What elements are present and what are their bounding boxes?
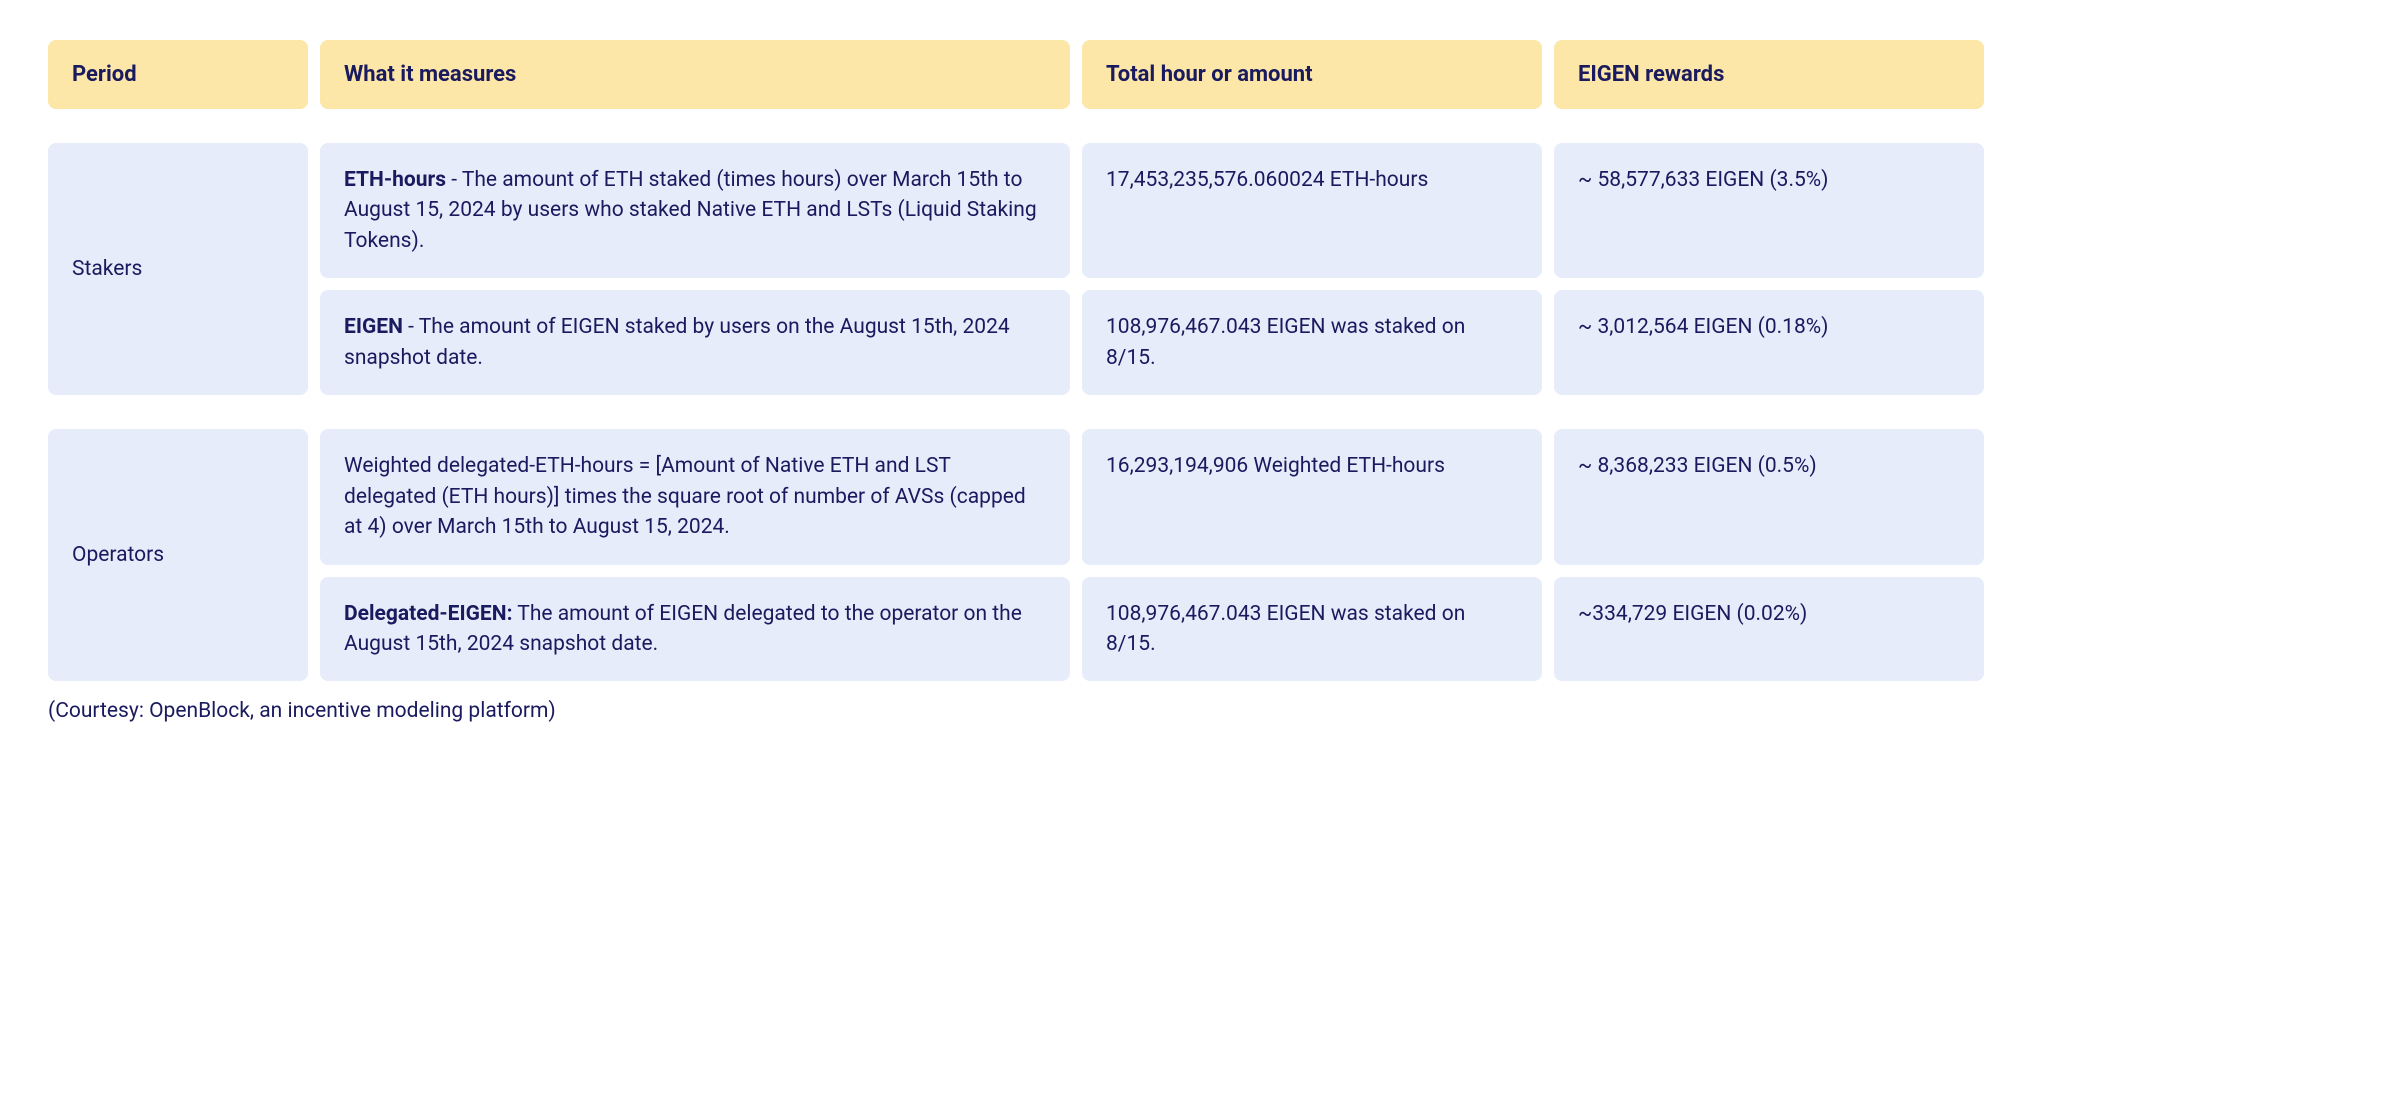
col-header-period: Period [48,40,308,109]
table-cell: ~ 3,012,564 EIGEN (0.18%) [1554,290,1984,395]
operators-total-col: 16,293,194,906 Weighted ETH-hours 108,97… [1082,429,1542,681]
period-label-stakers: Stakers [48,143,308,395]
measure-term: ETH-hours [344,168,446,192]
row-spacer [48,407,1984,417]
measure-term: Delegated-EIGEN: [344,602,512,626]
table-cell: 108,976,467.043 EIGEN was staked on 8/15… [1082,577,1542,682]
operators-rewards-col: ~ 8,368,233 EIGEN (0.5%) ~334,729 EIGEN … [1554,429,1984,681]
table-cell: ~ 8,368,233 EIGEN (0.5%) [1554,429,1984,564]
table-cell: ETH-hours - The amount of ETH staked (ti… [320,143,1070,278]
measure-desc: Weighted delegated-ETH-hours = [Amount o… [344,454,1026,539]
operators-measures-col: Weighted delegated-ETH-hours = [Amount o… [320,429,1070,681]
stakers-total-col: 17,453,235,576.060024 ETH-hours 108,976,… [1082,143,1542,395]
table-container: Period What it measures Total hour or am… [0,0,2400,753]
table-cell: Delegated-EIGEN: The amount of EIGEN del… [320,577,1070,682]
table-cell: 17,453,235,576.060024 ETH-hours [1082,143,1542,278]
col-header-measures: What it measures [320,40,1070,109]
table-cell: EIGEN - The amount of EIGEN staked by us… [320,290,1070,395]
period-label-operators: Operators [48,429,308,681]
measure-sep: - [403,315,419,339]
eigen-rewards-table: Period What it measures Total hour or am… [48,40,2352,681]
col-header-total: Total hour or amount [1082,40,1542,109]
stakers-rewards-col: ~ 58,577,633 EIGEN (3.5%) ~ 3,012,564 EI… [1554,143,1984,395]
measure-desc: The amount of EIGEN staked by users on t… [344,315,1010,369]
table-cell: ~ 58,577,633 EIGEN (3.5%) [1554,143,1984,278]
col-header-rewards: EIGEN rewards [1554,40,1984,109]
courtesy-note: (Courtesy: OpenBlock, an incentive model… [48,699,2352,723]
measure-term: EIGEN [344,315,403,339]
measure-sep: - [446,168,462,192]
table-cell: 108,976,467.043 EIGEN was staked on 8/15… [1082,290,1542,395]
row-spacer [48,121,1984,131]
stakers-measures-col: ETH-hours - The amount of ETH staked (ti… [320,143,1070,395]
table-cell: ~334,729 EIGEN (0.02%) [1554,577,1984,682]
table-cell: Weighted delegated-ETH-hours = [Amount o… [320,429,1070,564]
table-cell: 16,293,194,906 Weighted ETH-hours [1082,429,1542,564]
